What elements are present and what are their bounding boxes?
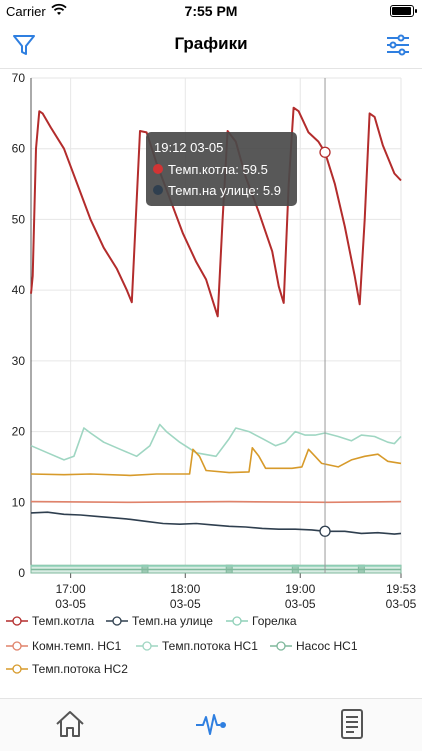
legend-label: Темп.потока НС1 xyxy=(162,639,258,653)
legend-line-icon xyxy=(226,616,248,626)
status-bar: Carrier 7:55 PM xyxy=(0,0,422,22)
legend-item-burner[interactable]: Горелка xyxy=(226,614,297,628)
legend-label: Темп.на улице xyxy=(132,614,213,628)
line-chart[interactable]: 01020304050607017:0003-0518:0003-0519:00… xyxy=(0,68,422,613)
legend-line-icon xyxy=(6,616,28,626)
y-tick-label: 50 xyxy=(12,212,26,226)
tab-home[interactable] xyxy=(53,707,87,741)
tooltip-time: 19:12 03-05 xyxy=(154,140,223,155)
series-line-3 xyxy=(30,500,402,504)
x-tick-time: 17:00 xyxy=(56,582,86,596)
legend-line-icon xyxy=(136,641,158,651)
cursor-point-outside xyxy=(319,525,331,537)
legend-line-icon xyxy=(106,616,128,626)
series-line-1 xyxy=(30,511,402,535)
document-icon xyxy=(341,709,363,739)
tooltip-row-outside: Темп.на улице: 5.9 xyxy=(168,183,281,198)
legend-label: Комн.темп. НС1 xyxy=(32,639,122,653)
cursor-point-boiler xyxy=(319,146,331,158)
tooltip-box xyxy=(146,132,297,206)
tooltip-marker-boiler xyxy=(153,164,163,174)
chart-tooltip: 19:12 03-05 Темп.котла: 59.5 Темп.на ули… xyxy=(146,132,297,206)
legend-label: Темп.потока НС2 xyxy=(32,662,128,676)
series-line-0 xyxy=(30,106,402,318)
x-tick-date: 03-05 xyxy=(170,597,201,611)
y-tick-label: 20 xyxy=(12,425,26,439)
legend-item-boiler[interactable]: Темп.котла xyxy=(6,614,94,628)
y-tick-label: 30 xyxy=(12,354,26,368)
x-tick-time: 19:53 xyxy=(386,582,416,596)
wifi-icon xyxy=(51,3,67,15)
tooltip-marker-outside xyxy=(153,185,163,195)
legend-item-pump-hc1[interactable]: Насос НС1 xyxy=(270,639,358,653)
carrier-label: Carrier xyxy=(6,4,46,19)
status-time: 7:55 PM xyxy=(184,3,238,19)
y-tick-label: 0 xyxy=(18,566,25,580)
legend-label: Темп.котла xyxy=(32,614,95,628)
legend-item-outside[interactable]: Темп.на улице xyxy=(106,614,213,628)
tab-log[interactable] xyxy=(335,707,369,741)
tab-charts[interactable] xyxy=(194,707,228,741)
battery-icon xyxy=(390,5,417,17)
chart-axes: 01020304050607017:0003-0518:0003-0519:00… xyxy=(12,71,417,611)
series-line-6 xyxy=(30,447,402,477)
pulse-chart-icon xyxy=(196,714,226,735)
legend-label: Насос НС1 xyxy=(296,639,358,653)
tab-bar xyxy=(0,698,422,751)
series-line-4 xyxy=(30,423,402,461)
legend-item-flow-hc2[interactable]: Темп.потока НС2 xyxy=(6,662,128,676)
nav-bar: Графики xyxy=(0,24,422,69)
chart-cursor xyxy=(319,78,331,573)
legend-line-icon xyxy=(6,664,28,674)
y-tick-label: 10 xyxy=(12,495,26,509)
tooltip-row-boiler: Темп.котла: 59.5 xyxy=(168,162,268,177)
funnel-icon[interactable] xyxy=(10,31,38,59)
x-tick-date: 03-05 xyxy=(285,597,316,611)
chart-legend: Темп.котла Темп.на улице Горелка Комн.те… xyxy=(0,612,422,684)
x-tick-time: 18:00 xyxy=(170,582,200,596)
legend-item-flow-hc1[interactable]: Темп.потока НС1 xyxy=(136,639,258,653)
sliders-icon[interactable] xyxy=(384,31,412,59)
y-tick-label: 40 xyxy=(12,283,26,297)
x-tick-date: 03-05 xyxy=(55,597,86,611)
x-tick-time: 19:00 xyxy=(285,582,315,596)
legend-label: Горелка xyxy=(252,614,297,628)
y-tick-label: 60 xyxy=(12,142,26,156)
x-tick-date: 03-05 xyxy=(386,597,417,611)
chart-series xyxy=(30,106,402,574)
home-icon xyxy=(56,711,84,737)
legend-line-icon xyxy=(270,641,292,651)
page-title: Графики xyxy=(174,34,248,53)
legend-item-room-hc1[interactable]: Комн.темп. НС1 xyxy=(6,639,121,653)
legend-line-icon xyxy=(6,641,28,651)
y-tick-label: 70 xyxy=(12,71,26,85)
